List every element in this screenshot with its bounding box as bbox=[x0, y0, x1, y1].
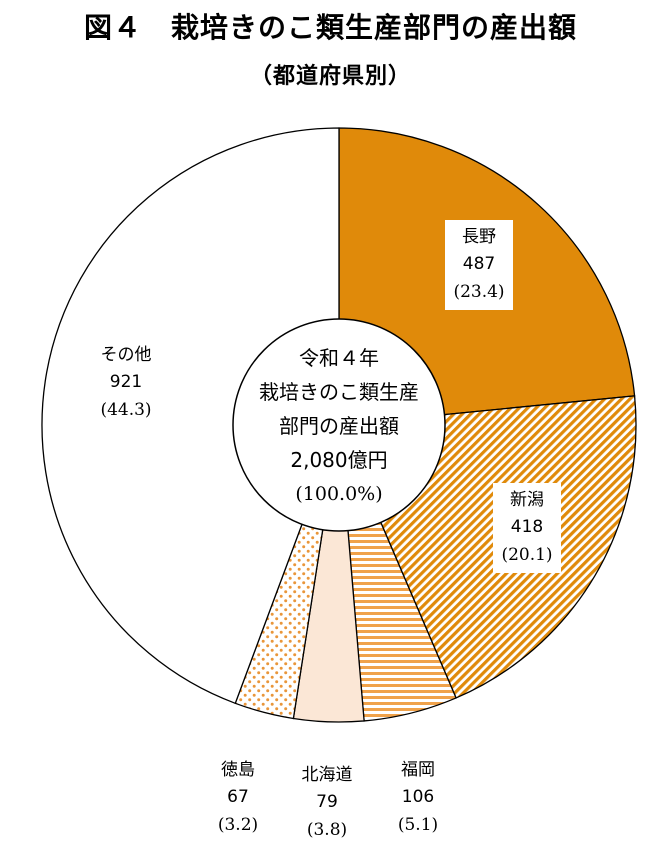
slice-label-3: 福岡 106 (5.1) bbox=[398, 760, 438, 835]
slice-value-label: 106 bbox=[402, 787, 434, 807]
slice-label-1: 長野 487 (23.4) bbox=[445, 220, 513, 310]
label-background bbox=[445, 220, 513, 310]
slice-percent-label: (20.1) bbox=[501, 545, 552, 565]
label-background bbox=[493, 483, 561, 573]
slice-percent-label: (23.4) bbox=[453, 282, 504, 302]
slice-percent-label: (3.2) bbox=[218, 815, 258, 835]
slice-label-2: 新潟 418 (20.1) bbox=[493, 483, 561, 573]
slice-label-4: 北海道 79 (3.8) bbox=[302, 765, 353, 840]
slice-name-label: 徳島 bbox=[221, 760, 255, 780]
slice-value-label: 79 bbox=[316, 792, 338, 812]
slice-value-label: 921 bbox=[110, 372, 142, 392]
slice-label-6: その他 921 (44.3) bbox=[100, 345, 151, 420]
slice-percent-label: (44.3) bbox=[100, 400, 151, 420]
slice-name-label: 新潟 bbox=[510, 490, 544, 510]
slice-percent-label: (5.1) bbox=[398, 815, 438, 835]
slice-name-label: 長野 bbox=[462, 227, 496, 247]
slice-value-label: 418 bbox=[511, 517, 543, 537]
slice-name-label: 福岡 bbox=[401, 760, 435, 780]
slice-percent-label: (3.8) bbox=[307, 820, 347, 840]
slice-name-label: 北海道 bbox=[302, 765, 353, 785]
center-total-circle bbox=[232, 318, 446, 532]
center-total-percent: (100.0%) bbox=[295, 483, 382, 505]
chart-subtitle: （都道府県別） bbox=[249, 64, 411, 89]
center-line-4: 2,080億円 bbox=[290, 448, 387, 472]
slice-value-label: 487 bbox=[463, 254, 495, 274]
center-line-2: 栽培きのこ類生産 bbox=[259, 380, 419, 404]
slice-value-label: 67 bbox=[227, 787, 249, 807]
pie-slice-6 bbox=[41, 127, 340, 705]
center-line-3: 部門の産出額 bbox=[279, 414, 399, 438]
chart-title: 図４ 栽培きのこ類生産部門の産出額 bbox=[83, 11, 577, 44]
slice-name-label: その他 bbox=[101, 345, 152, 365]
center-line-1: 令和４年 bbox=[299, 346, 379, 370]
slice-label-5: 徳島 67 (3.2) bbox=[218, 760, 258, 835]
